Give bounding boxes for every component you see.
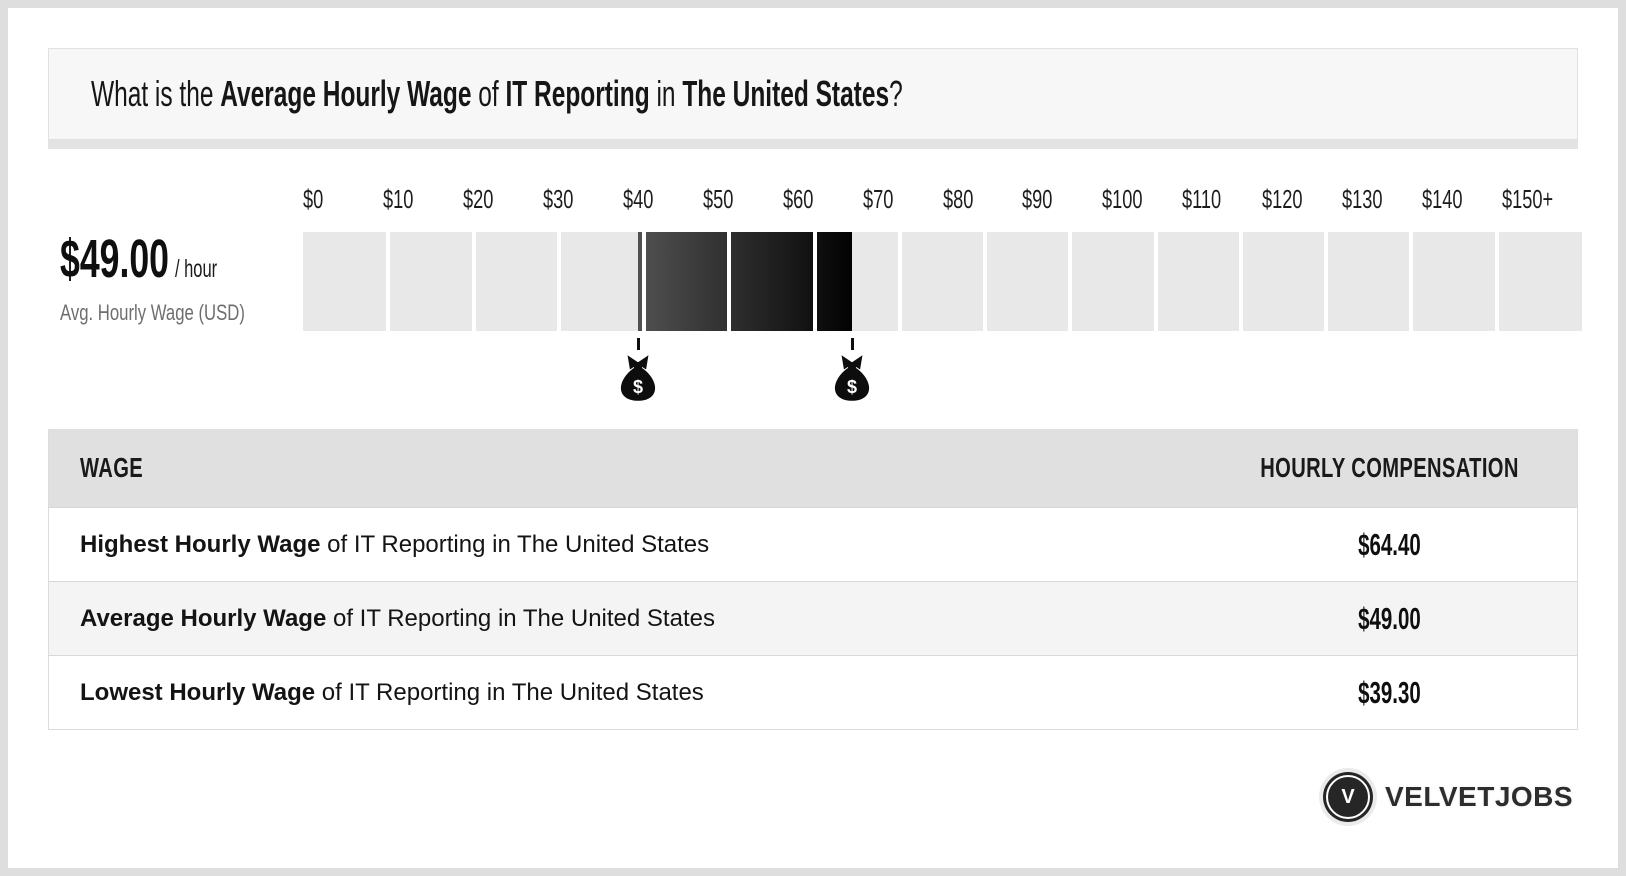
segment-gap	[1324, 232, 1329, 331]
wage-column-header: WAGE	[80, 452, 144, 483]
axis-tick: $130	[1342, 184, 1383, 214]
average-wage-stat: $49.00/ hour	[60, 228, 217, 290]
row-label-cell: Highest Hourly Wage of IT Reporting in T…	[49, 531, 1202, 559]
row-label-bold: Average Hourly Wage	[80, 604, 327, 632]
row-label-rest: of IT Reporting in The United States	[326, 604, 715, 632]
axis-tick: $40	[622, 184, 654, 214]
svg-text:$: $	[633, 377, 643, 397]
segment-gap	[556, 232, 561, 331]
average-wage-value: $49.00	[60, 229, 170, 289]
row-label: Highest Hourly Wage of IT Reporting in T…	[80, 531, 709, 558]
segment-gap	[642, 232, 647, 331]
wage-scale-bar	[303, 232, 1582, 331]
row-label-bold: Lowest Hourly Wage	[80, 678, 316, 706]
axis-tick: $80	[942, 184, 973, 214]
row-label-rest: of IT Reporting in The United States	[315, 678, 704, 706]
segment-gap	[1409, 232, 1414, 331]
average-wage-table-value: $49.00	[1358, 600, 1421, 636]
axis-tick: $0	[303, 184, 324, 214]
row-label: Average Hourly Wage of IT Reporting in T…	[80, 605, 715, 632]
table-header-wage: WAGE	[49, 452, 1202, 484]
segment-gap	[1494, 232, 1499, 331]
velvetjobs-logo[interactable]: V VELVETJOBS	[1323, 772, 1573, 822]
axis-tick: $110	[1182, 184, 1222, 214]
title-term-location: The United States	[682, 73, 890, 114]
svg-text:$: $	[847, 377, 857, 397]
table-header-row: WAGE HOURLY COMPENSATION	[49, 429, 1577, 507]
marker-dash	[850, 338, 854, 350]
axis-tick: $140	[1422, 184, 1463, 214]
row-label-rest: of IT Reporting in The United States	[320, 530, 710, 558]
axis-tick: $60	[782, 184, 813, 214]
money-bag-marker: $	[619, 338, 657, 401]
highest-wage-value: $64.40	[1358, 526, 1421, 562]
row-label: Lowest Hourly Wage of IT Reporting in Th…	[80, 679, 704, 706]
brand-name: VELVETJOBS	[1385, 781, 1574, 812]
marker-row: $ $	[303, 338, 1582, 408]
axis-tick: $30	[542, 184, 574, 214]
table-header-compensation: HOURLY COMPENSATION	[1202, 452, 1577, 484]
money-bag-icon: $	[620, 355, 656, 401]
header-shadow-strip	[48, 140, 1578, 149]
axis-tick: $70	[862, 184, 893, 214]
axis-ticks: $0 $10 $20 $30 $40 $50 $60 $70 $80 $90 $100 $110 $12…	[303, 184, 1582, 216]
marker-dash	[636, 338, 640, 350]
content-card: What is the Average Hourly Wage of IT Re…	[8, 8, 1618, 868]
axis-tick: $120	[1262, 184, 1303, 214]
segment-gap	[1068, 232, 1073, 331]
table-row-average: Average Hourly Wage of IT Reporting in T…	[49, 581, 1577, 655]
axis-tick: $90	[1022, 184, 1053, 214]
wage-table: WAGE HOURLY COMPENSATION Highest Hourly …	[48, 429, 1578, 730]
row-value-cell: $64.40	[1202, 527, 1577, 563]
table-row-highest: Highest Hourly Wage of IT Reporting in T…	[49, 507, 1577, 581]
lowest-wage-value: $39.30	[1358, 674, 1421, 710]
logo-initial: V	[1341, 785, 1355, 808]
segment-gap	[1238, 232, 1243, 331]
compensation-column-header: HOURLY COMPENSATION	[1260, 452, 1519, 483]
axis-tick: $150+	[1502, 184, 1554, 214]
row-label-cell: Average Hourly Wage of IT Reporting in T…	[49, 605, 1202, 633]
row-value-cell: $49.00	[1202, 601, 1577, 637]
title-prefix: What is the	[91, 73, 221, 114]
segment-gap	[386, 232, 391, 331]
title-mid1: of	[471, 73, 506, 114]
highlight-range	[638, 232, 853, 331]
page-title: What is the Average Hourly Wage of IT Re…	[91, 73, 903, 115]
segment-gap	[727, 232, 732, 331]
title-term-job: IT Reporting	[505, 73, 650, 114]
table-row-lowest: Lowest Hourly Wage of IT Reporting in Th…	[49, 655, 1577, 729]
segment-gap	[897, 232, 902, 331]
money-bag-icon: $	[835, 355, 870, 401]
segment-gap	[471, 232, 476, 331]
question-header: What is the Average Hourly Wage of IT Re…	[48, 48, 1578, 140]
money-bag-marker: $	[833, 338, 871, 401]
velvetjobs-logo-icon: V	[1323, 772, 1373, 822]
axis-tick: $50	[702, 184, 734, 214]
average-wage-unit: / hour	[174, 255, 218, 283]
row-label-bold: Highest Hourly Wage	[80, 530, 321, 558]
segment-gap	[812, 232, 817, 331]
axis-tick: $10	[382, 184, 414, 214]
title-mid2: in	[649, 73, 683, 114]
title-suffix: ?	[889, 73, 903, 114]
title-term-average-hourly-wage: Average Hourly Wage	[220, 73, 472, 114]
average-wage-caption: Avg. Hourly Wage (USD)	[60, 300, 245, 325]
segment-gap	[1153, 232, 1158, 331]
row-label-cell: Lowest Hourly Wage of IT Reporting in Th…	[49, 679, 1202, 707]
segment-gap	[983, 232, 988, 331]
axis-tick: $100	[1102, 184, 1143, 214]
row-value-cell: $39.30	[1202, 675, 1577, 711]
axis-tick: $20	[462, 184, 494, 214]
